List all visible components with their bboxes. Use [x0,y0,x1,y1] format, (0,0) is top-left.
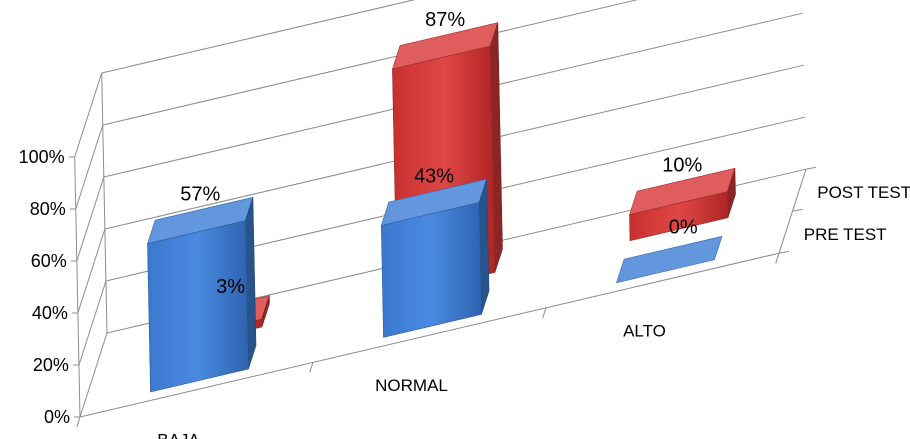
wall-edge [101,72,108,334]
gridline-side [75,124,104,210]
x-category-label: ALTO [623,322,666,341]
bar-top [616,235,723,284]
gridline-side [77,228,106,314]
data-label: 0% [669,217,698,239]
data-label: 43% [414,165,454,187]
bar [147,220,249,393]
data-label: 3% [216,276,245,298]
data-label: 57% [180,184,220,206]
gridline-back [101,0,416,74]
y-tick-label: 0% [44,407,70,427]
depth-tick-mark [805,166,817,170]
depth-tick-mark [778,250,790,254]
y-tick-label: 80% [30,199,66,219]
data-label: 10% [662,155,702,177]
x-axis-line [79,252,780,418]
gridline-side [79,332,108,418]
series-label: POST TEST [817,183,910,202]
gridline-side [76,176,105,262]
x-tick-mark [309,362,314,373]
gridline-side [78,280,107,366]
y-axis-line [74,156,81,418]
bar [629,191,729,242]
y-tick-label: 100% [19,147,65,167]
x-tick-mark [775,253,780,264]
y-tick-label: 20% [33,355,69,375]
x-tick-mark [76,416,81,428]
series-label: PRE TEST [804,225,887,244]
bar [380,202,482,338]
y-tick-label: 40% [32,303,68,323]
x-tick-mark [542,307,547,319]
x-category-label: NORMAL [375,376,448,395]
data-label: 87% [425,9,465,31]
y-tick-label: 60% [31,251,67,271]
gridline-side [74,72,103,158]
depth-tick-mark [792,208,803,212]
x-category-label: BAJA [157,431,200,439]
